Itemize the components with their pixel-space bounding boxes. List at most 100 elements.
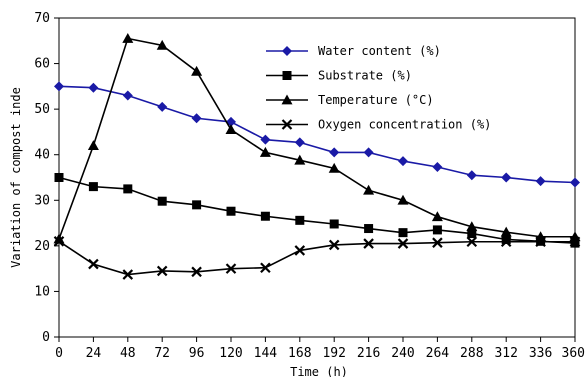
y-tick-label: 0 bbox=[42, 330, 50, 345]
x-marker-stroke bbox=[397, 238, 409, 249]
legend-item-oxygen-concentration: Oxygen concentration (%) bbox=[266, 118, 491, 132]
data-point bbox=[191, 65, 203, 76]
data-point bbox=[535, 176, 546, 187]
data-point bbox=[363, 147, 374, 158]
data-point bbox=[294, 137, 305, 148]
x-tick-label: 0 bbox=[55, 346, 63, 361]
y-tick-label: 50 bbox=[34, 102, 50, 117]
x-marker-stroke bbox=[156, 265, 168, 277]
x-marker-stroke bbox=[53, 236, 65, 247]
data-point bbox=[569, 236, 581, 248]
data-point bbox=[259, 146, 271, 157]
data-point bbox=[123, 184, 133, 194]
data-point bbox=[397, 194, 409, 205]
data-point bbox=[294, 154, 306, 165]
data-point bbox=[260, 262, 271, 274]
data-point bbox=[329, 147, 340, 158]
data-point bbox=[535, 236, 546, 248]
legend-item-temperature-c: Temperature (°C) bbox=[266, 93, 434, 107]
data-point bbox=[466, 170, 477, 181]
data-point bbox=[398, 228, 408, 238]
x-tick-label: 312 bbox=[494, 346, 517, 361]
x-tick-label: 336 bbox=[529, 346, 552, 361]
data-point bbox=[191, 266, 202, 278]
data-point bbox=[156, 39, 168, 50]
data-point bbox=[54, 173, 64, 182]
series-water-content bbox=[54, 81, 580, 188]
x-marker-stroke bbox=[500, 236, 512, 248]
x-tick-label: 96 bbox=[189, 346, 205, 361]
data-point bbox=[570, 177, 580, 188]
x-axis-ticks: 0 24 48 72 96 120 144 168 192 216 240 264 288 312 336 3… bbox=[55, 337, 585, 361]
legend-swatch-marker bbox=[281, 94, 293, 105]
y-axis-title: Variation of compost inde bbox=[9, 87, 23, 268]
data-point bbox=[467, 229, 477, 239]
legend-label: Oxygen concentration (%) bbox=[318, 118, 491, 132]
x-marker-stroke bbox=[294, 245, 306, 256]
x-tick-label: 168 bbox=[288, 346, 311, 361]
x-tick-label: 216 bbox=[357, 346, 380, 361]
x-tick-label: 288 bbox=[460, 346, 483, 361]
legend-item-water-content: Water content (%) bbox=[266, 44, 441, 58]
legend-item-substrate: Substrate (%) bbox=[266, 69, 412, 83]
data-point bbox=[54, 81, 64, 92]
data-point bbox=[328, 162, 340, 173]
series-line bbox=[58, 37, 575, 240]
legend-swatch-marker bbox=[281, 119, 293, 130]
data-point bbox=[260, 211, 270, 221]
data-point bbox=[500, 226, 512, 237]
x-marker-stroke bbox=[535, 236, 546, 248]
data-point bbox=[398, 156, 408, 167]
x-marker-stroke bbox=[281, 119, 293, 130]
x-marker-stroke bbox=[432, 237, 443, 248]
data-point bbox=[432, 237, 443, 248]
data-point bbox=[157, 196, 167, 206]
x-tick-label: 264 bbox=[426, 346, 450, 361]
data-point bbox=[156, 265, 168, 277]
series-line bbox=[58, 85, 576, 184]
y-tick-label: 40 bbox=[34, 148, 50, 163]
data-point bbox=[122, 269, 134, 280]
legend: Water content (%) Substrate (%) Temperatur… bbox=[266, 44, 491, 132]
x-tick-label: 48 bbox=[120, 346, 136, 361]
data-point bbox=[295, 215, 305, 225]
data-point bbox=[364, 224, 374, 234]
legend-label: Water content (%) bbox=[318, 44, 441, 58]
x-marker-stroke bbox=[260, 262, 271, 274]
x-tick-label: 24 bbox=[86, 346, 102, 361]
data-point bbox=[53, 233, 65, 244]
x-tick-label: 240 bbox=[391, 346, 414, 361]
series-layer bbox=[53, 33, 581, 280]
legend-swatch-marker bbox=[282, 71, 292, 80]
data-point bbox=[466, 236, 478, 248]
x-marker-stroke bbox=[225, 263, 237, 274]
x-marker-stroke bbox=[328, 239, 340, 251]
data-point bbox=[397, 238, 409, 249]
legend-label: Substrate (%) bbox=[318, 69, 412, 83]
y-tick-label: 10 bbox=[34, 284, 50, 299]
data-point bbox=[88, 182, 98, 192]
data-point bbox=[363, 184, 375, 195]
y-tick-label: 70 bbox=[34, 11, 50, 26]
x-marker-stroke bbox=[363, 238, 374, 249]
data-point bbox=[500, 236, 512, 248]
x-tick-label: 72 bbox=[154, 346, 170, 361]
data-point bbox=[53, 236, 65, 247]
series-line bbox=[58, 240, 575, 276]
x-tick-label: 120 bbox=[219, 346, 242, 361]
data-point bbox=[432, 162, 443, 173]
x-tick-label: 360 bbox=[562, 346, 585, 361]
data-point bbox=[191, 113, 202, 124]
x-marker-stroke bbox=[569, 236, 581, 248]
data-point bbox=[328, 239, 340, 251]
y-tick-label: 20 bbox=[34, 239, 50, 254]
data-point bbox=[122, 90, 133, 101]
data-point bbox=[226, 206, 236, 216]
y-tick-label: 60 bbox=[34, 57, 50, 72]
data-point bbox=[225, 263, 237, 274]
y-tick-label: 30 bbox=[34, 193, 50, 208]
x-marker-stroke bbox=[191, 266, 202, 278]
data-point bbox=[192, 200, 202, 210]
x-marker-stroke bbox=[88, 258, 99, 270]
